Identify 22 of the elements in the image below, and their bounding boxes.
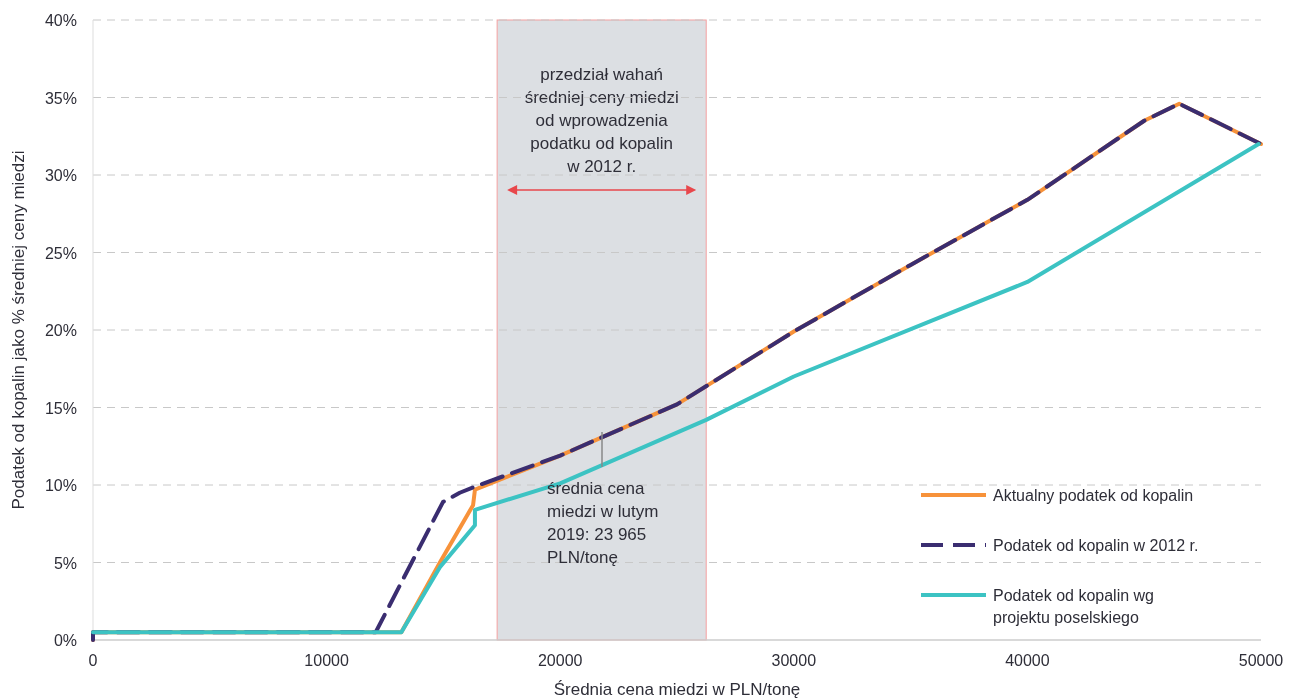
y-tick-label: 35% xyxy=(44,89,77,107)
y-tick-label: 10% xyxy=(44,477,77,494)
x-tick-label: 30000 xyxy=(771,652,817,669)
y-tick-label: 30% xyxy=(44,167,77,184)
x-tick-label: 50000 xyxy=(1238,652,1284,669)
x-axis-title: Średnia cena miedzi w PLN/tonę xyxy=(553,680,801,699)
band-label: przedział wahań średniej ceny miedzi od wprowadzenia podatku od kopalin w 2012 r. xyxy=(524,65,679,176)
x-tick-label: 0 xyxy=(88,652,98,669)
y-tick-label: 20% xyxy=(44,322,77,339)
x-tick-label: 20000 xyxy=(537,652,583,669)
legend-label: Podatek od kopalin w 2012 r. xyxy=(993,537,1199,554)
y-axis-title: Podatek od kopalin jako % średniej ceny miedzi xyxy=(9,150,28,510)
annotation: średnia cena miedzi w lutym 2019: 23 965 PLN/tonę xyxy=(547,479,659,567)
y-tick-label: 0% xyxy=(53,632,77,649)
y-tick-label: 25% xyxy=(44,244,77,262)
y-tick-label: 40% xyxy=(44,12,77,29)
legend-label: Podatek od kopalin wg projektu poselskiego xyxy=(993,587,1154,626)
x-tick-label: 10000 xyxy=(304,652,349,669)
x-tick-label: 40000 xyxy=(1005,652,1050,669)
y-tick-label: 15% xyxy=(44,399,77,417)
legend-label: Aktualny podatek od kopalin xyxy=(993,487,1194,504)
y-tick-label: 5% xyxy=(53,554,77,572)
